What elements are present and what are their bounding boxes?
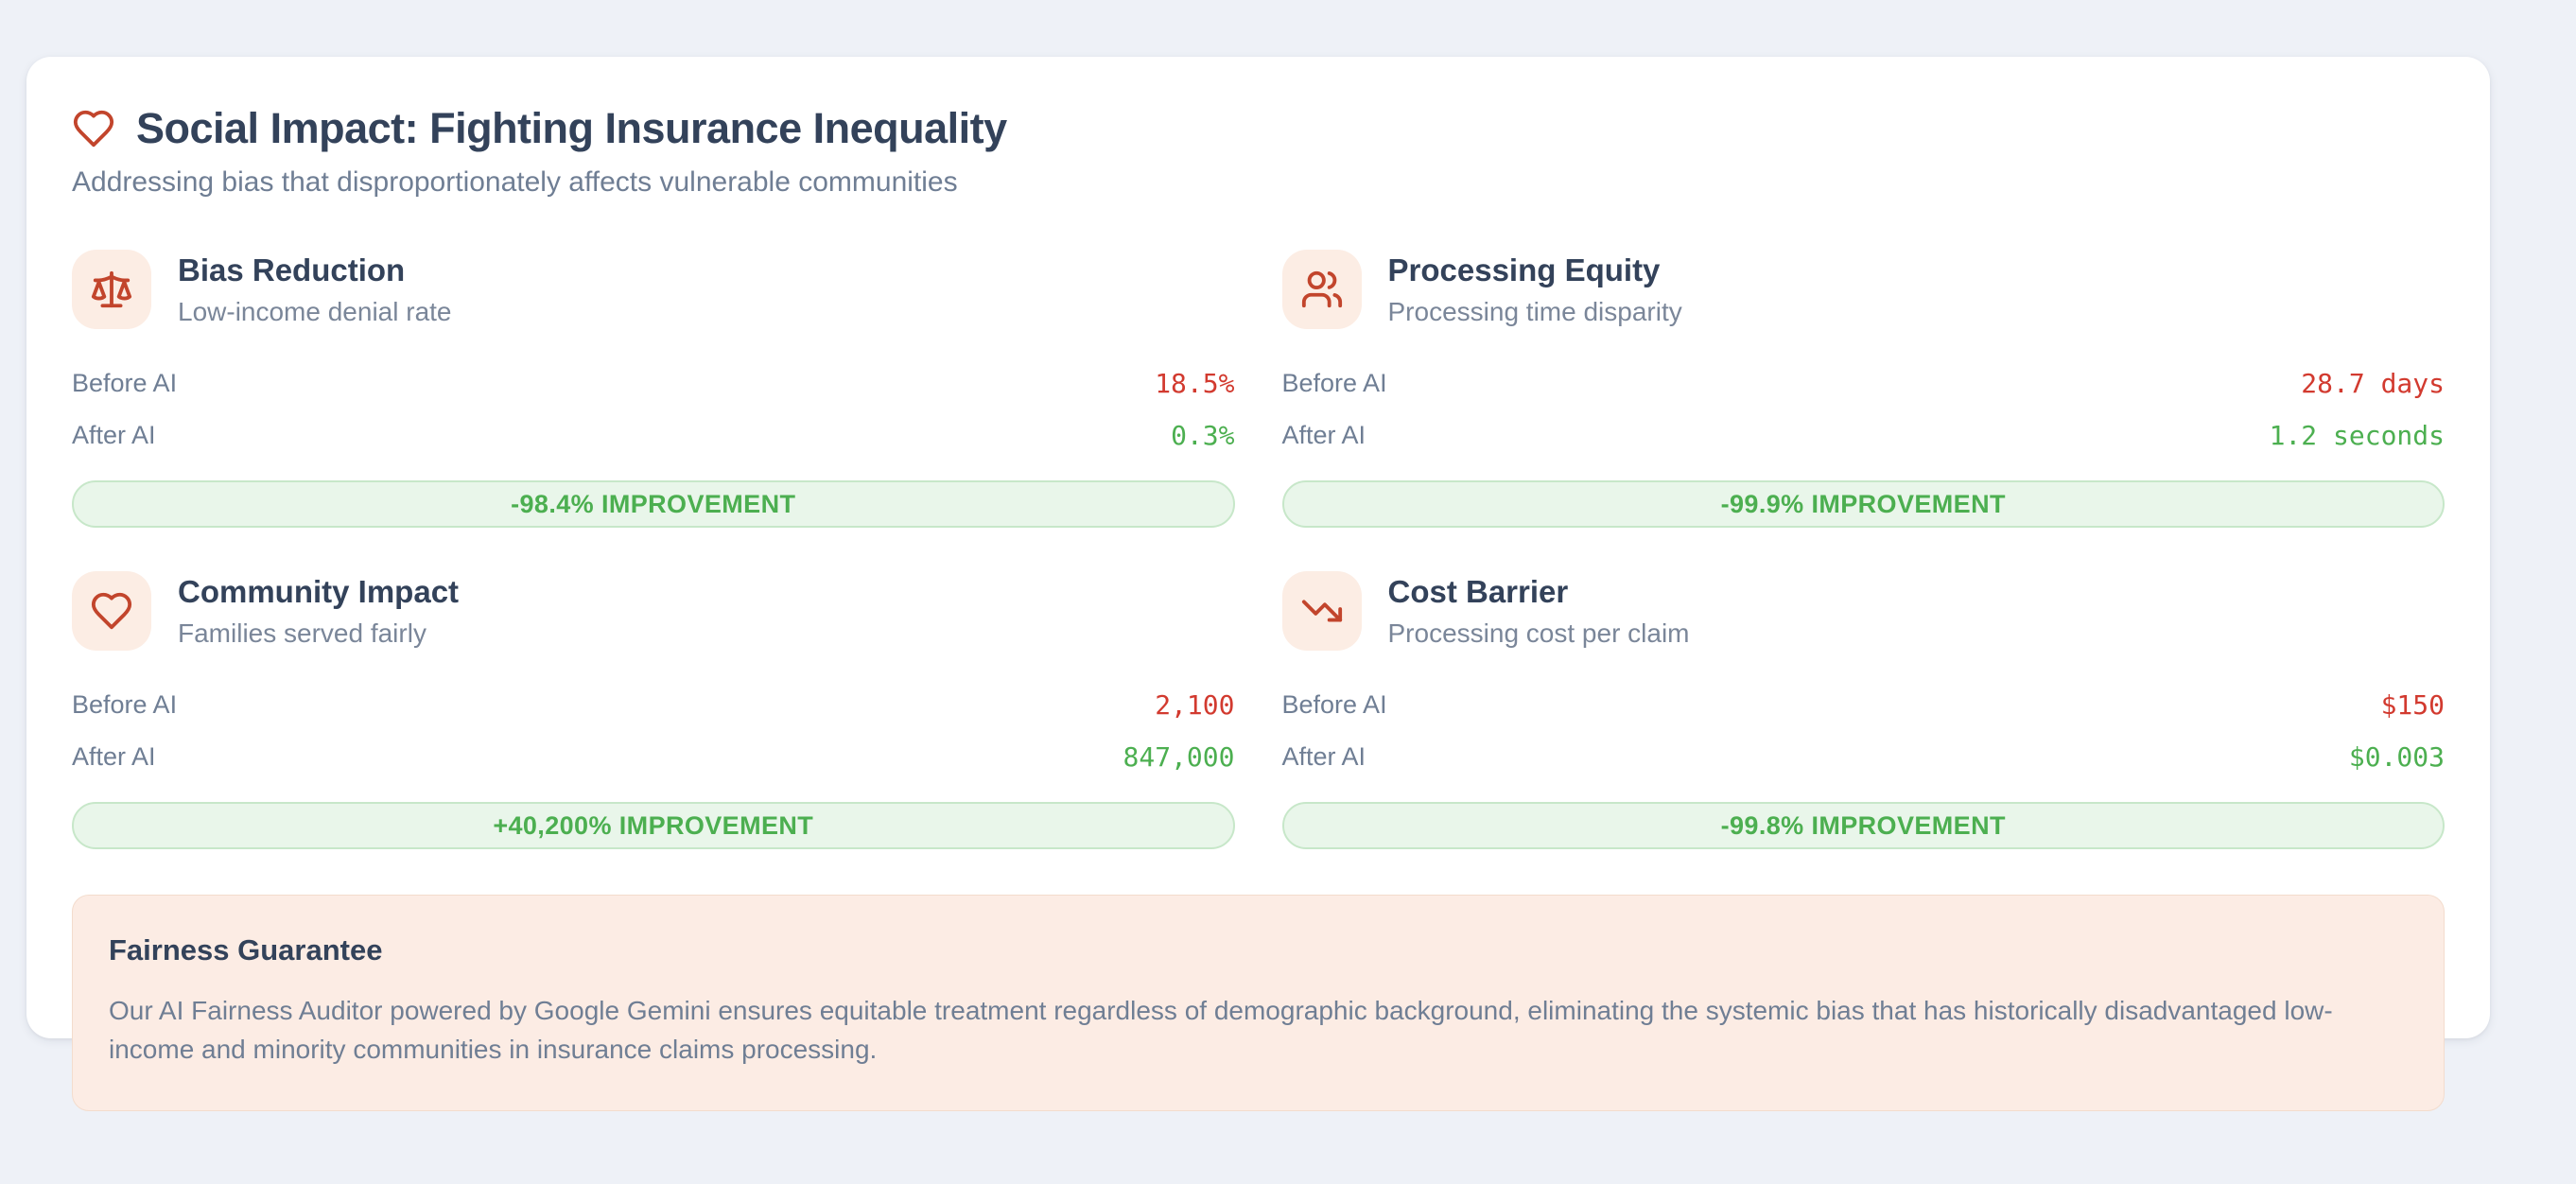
metric-subtitle: Families served fairly	[178, 618, 426, 648]
metric-cost-barrier: Cost Barrier Processing cost per claim B…	[1281, 571, 2445, 849]
before-ai-label: Before AI	[1281, 690, 1387, 719]
metric-title: Community Impact	[178, 573, 460, 609]
metric-header: Community Impact Families served fairly	[72, 571, 1235, 651]
before-ai-label: Before AI	[1281, 369, 1387, 397]
card-header: Social Impact: Fighting Insurance Inequa…	[72, 104, 2445, 153]
after-ai-value: $0.003	[2348, 741, 2445, 773]
metric-rows: Before AI 18.5% After AI 0.3%	[72, 357, 1235, 461]
metric-bias-reduction: Bias Reduction Low-income denial rate Be…	[72, 250, 1235, 528]
after-ai-label: After AI	[72, 742, 156, 771]
before-ai-value: $150	[2380, 689, 2445, 721]
metric-header: Cost Barrier Processing cost per claim	[1281, 571, 2445, 651]
metric-header: Bias Reduction Low-income denial rate	[72, 250, 1235, 329]
metric-rows: Before AI $150 After AI $0.003	[1282, 679, 2445, 783]
icon-box	[1281, 571, 1362, 651]
before-ai-label: Before AI	[72, 369, 178, 397]
before-ai-value: 2,100	[1155, 689, 1235, 721]
icon-box	[1281, 250, 1362, 329]
after-ai-value: 0.3%	[1171, 420, 1235, 451]
users-icon	[1301, 270, 1342, 308]
metric-title: Processing Equity	[1387, 252, 1661, 287]
fairness-guarantee-banner: Fairness Guarantee Our AI Fairness Audit…	[72, 895, 2445, 1112]
after-ai-row: After AI 0.3%	[72, 409, 1235, 461]
before-ai-row: Before AI 2,100	[72, 679, 1235, 731]
after-ai-row: After AI 1.2 seconds	[1282, 409, 2445, 461]
before-ai-value: 28.7 days	[2301, 368, 2445, 399]
scale-icon	[91, 270, 132, 308]
after-ai-row: After AI $0.003	[1282, 731, 2445, 783]
page-title: Social Impact: Fighting Insurance Inequa…	[136, 104, 1007, 152]
heart-icon	[73, 110, 114, 148]
before-ai-label: Before AI	[72, 690, 178, 719]
metric-subtitle: Processing time disparity	[1387, 296, 1682, 326]
after-ai-value: 847,000	[1123, 741, 1235, 773]
metric-subtitle: Low-income denial rate	[178, 296, 452, 326]
after-ai-label: After AI	[1281, 421, 1366, 449]
fairness-body: Our AI Fairness Auditor powered by Googl…	[109, 996, 2333, 1064]
icon-box	[72, 250, 151, 329]
before-ai-row: Before AI $150	[1282, 679, 2445, 731]
social-impact-card: Social Impact: Fighting Insurance Inequa…	[26, 57, 2490, 1112]
metrics-grid: Bias Reduction Low-income denial rate Be…	[72, 250, 2445, 849]
page-subtitle: Addressing bias that disproportionately …	[72, 166, 958, 198]
trending-down-icon	[1301, 600, 1342, 622]
fairness-title: Fairness Guarantee	[109, 933, 383, 966]
improvement-badge: -99.9% IMPROVEMENT	[1281, 480, 2445, 528]
before-ai-row: Before AI 28.7 days	[1282, 357, 2445, 409]
metric-rows: Before AI 2,100 After AI 847,000	[72, 679, 1235, 783]
metric-header: Processing Equity Processing time dispar…	[1281, 250, 2445, 329]
improvement-badge: +40,200% IMPROVEMENT	[72, 802, 1235, 849]
metric-rows: Before AI 28.7 days After AI 1.2 seconds	[1282, 357, 2445, 461]
after-ai-label: After AI	[1281, 742, 1366, 771]
metric-subtitle: Processing cost per claim	[1387, 618, 1690, 648]
metric-processing-equity: Processing Equity Processing time dispar…	[1281, 250, 2445, 528]
before-ai-value: 18.5%	[1155, 368, 1235, 399]
before-ai-row: Before AI 18.5%	[72, 357, 1235, 409]
metric-community-impact: Community Impact Families served fairly …	[72, 571, 1235, 849]
metric-title: Bias Reduction	[178, 252, 406, 287]
improvement-badge: -99.8% IMPROVEMENT	[1281, 802, 2445, 849]
improvement-badge: -98.4% IMPROVEMENT	[72, 480, 1235, 528]
icon-box	[72, 571, 151, 651]
heart-icon	[91, 592, 132, 630]
after-ai-row: After AI 847,000	[72, 731, 1235, 783]
after-ai-label: After AI	[72, 421, 156, 449]
after-ai-value: 1.2 seconds	[2269, 420, 2445, 451]
metric-title: Cost Barrier	[1387, 573, 1569, 609]
